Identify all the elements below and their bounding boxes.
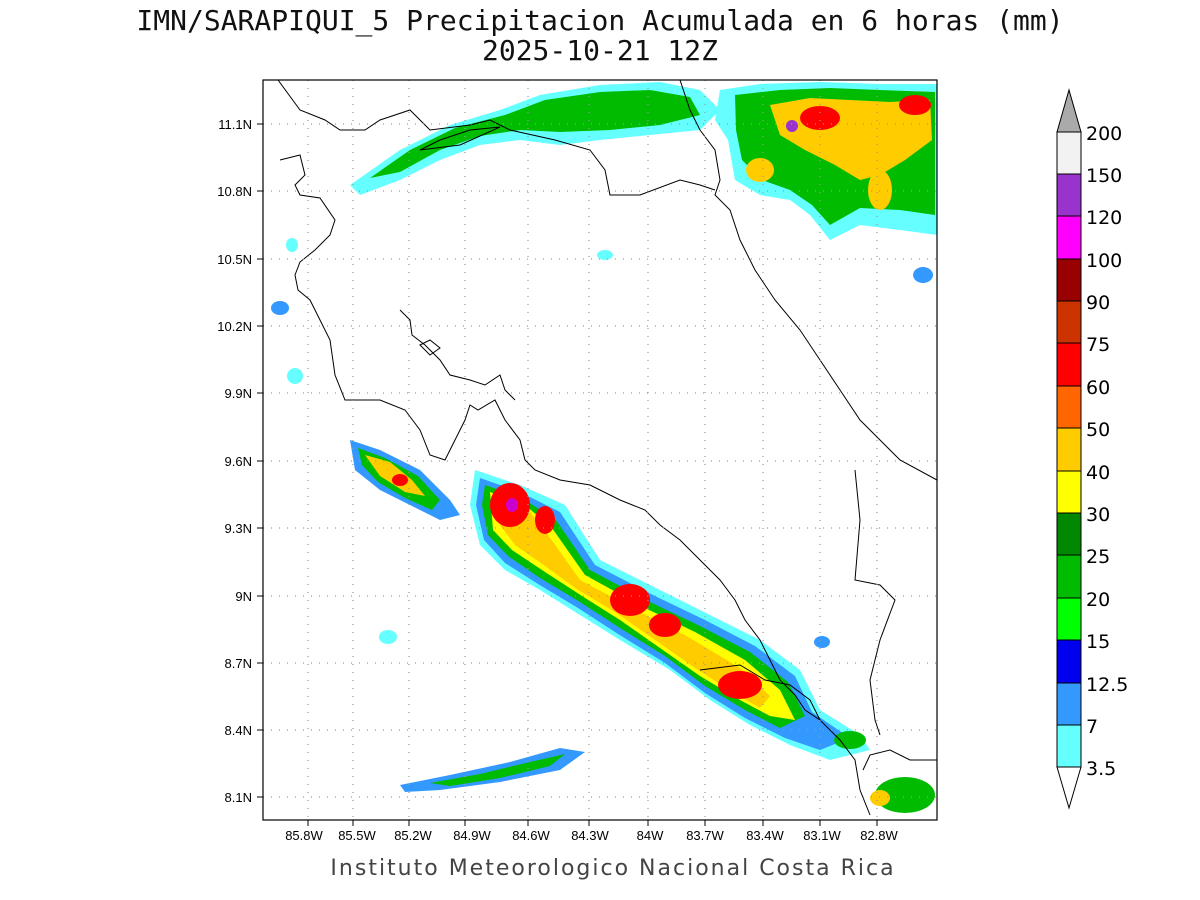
colorbar-label: 120 bbox=[1086, 207, 1122, 229]
lon-tick-label: 84.9W bbox=[453, 828, 491, 843]
colorbar: 200 150 120 100 90 75 60 50 40 30 25 20 … bbox=[1056, 88, 1128, 810]
lon-tick-label: 84W bbox=[637, 828, 664, 843]
coastlines bbox=[277, 80, 937, 816]
lon-tick-label: 85.2W bbox=[394, 828, 432, 843]
map-frame bbox=[262, 79, 938, 821]
lat-tick-label: 9.9N bbox=[225, 386, 252, 401]
lat-tick-label: 8.1N bbox=[225, 790, 252, 805]
colorbar-label: 15 bbox=[1086, 631, 1110, 653]
lon-tick-label: 85.8W bbox=[285, 828, 323, 843]
graticule bbox=[263, 80, 937, 820]
lat-tick-label: 10.8N bbox=[217, 184, 252, 199]
lon-tick-label: 85.5W bbox=[338, 828, 376, 843]
colorbar-label: 200 bbox=[1086, 123, 1122, 145]
colorbar-label: 25 bbox=[1086, 546, 1110, 568]
lon-tick-label: 82.8W bbox=[860, 828, 898, 843]
tick-marks bbox=[257, 123, 878, 826]
colorbar-label: 60 bbox=[1086, 377, 1110, 399]
lat-tick-label: 11.1N bbox=[218, 117, 252, 132]
lat-tick-label: 8.7N bbox=[225, 656, 252, 671]
colorbar-label: 7 bbox=[1086, 716, 1098, 738]
colorbar-label: 3.5 bbox=[1086, 758, 1116, 780]
lat-tick-label: 9.3N bbox=[225, 521, 252, 536]
colorbar-label: 20 bbox=[1086, 589, 1110, 611]
lat-tick-label: 9.6N bbox=[225, 454, 252, 469]
footer-credit: Instituto Meteorologico Nacional Costa R… bbox=[330, 856, 896, 881]
lat-tick-label: 8.4N bbox=[225, 723, 252, 738]
lat-tick-label: 9N bbox=[235, 589, 252, 604]
colorbar-label: 150 bbox=[1086, 165, 1122, 187]
colorbar-label: 50 bbox=[1086, 419, 1110, 441]
colorbar-label: 100 bbox=[1086, 250, 1122, 272]
map-title: IMN/SARAPIQUI_5 Precipitacion Acumulada … bbox=[136, 4, 1064, 37]
lon-tick-label: 84.6W bbox=[512, 828, 550, 843]
colorbar-label: 40 bbox=[1086, 462, 1110, 484]
colorbar-label: 12.5 bbox=[1086, 674, 1128, 696]
lon-tick-label: 84.3W bbox=[571, 828, 609, 843]
colorbar-label: 75 bbox=[1086, 334, 1110, 356]
lon-tick-label: 83.4W bbox=[746, 828, 784, 843]
map-subtitle: 2025-10-21 12Z bbox=[481, 34, 718, 67]
lon-labels: 85.8W 85.5W 85.2W 84.9W 84.6W 84.3W 84W … bbox=[285, 828, 898, 843]
lon-tick-label: 83.7W bbox=[686, 828, 724, 843]
lat-tick-label: 10.5N bbox=[217, 252, 252, 267]
colorbar-label: 30 bbox=[1086, 504, 1110, 526]
colorbar-top-arrow bbox=[1056, 88, 1082, 133]
colorbar-label: 90 bbox=[1086, 292, 1110, 314]
lat-tick-label: 10.2N bbox=[217, 319, 252, 334]
precipitation-field bbox=[271, 82, 937, 813]
colorbar-bottom-arrow bbox=[1056, 766, 1082, 810]
lon-tick-label: 83.1W bbox=[803, 828, 841, 843]
lat-labels: 11.1N 10.8N 10.5N 10.2N 9.9N 9.6N 9.3N 9… bbox=[217, 117, 252, 805]
